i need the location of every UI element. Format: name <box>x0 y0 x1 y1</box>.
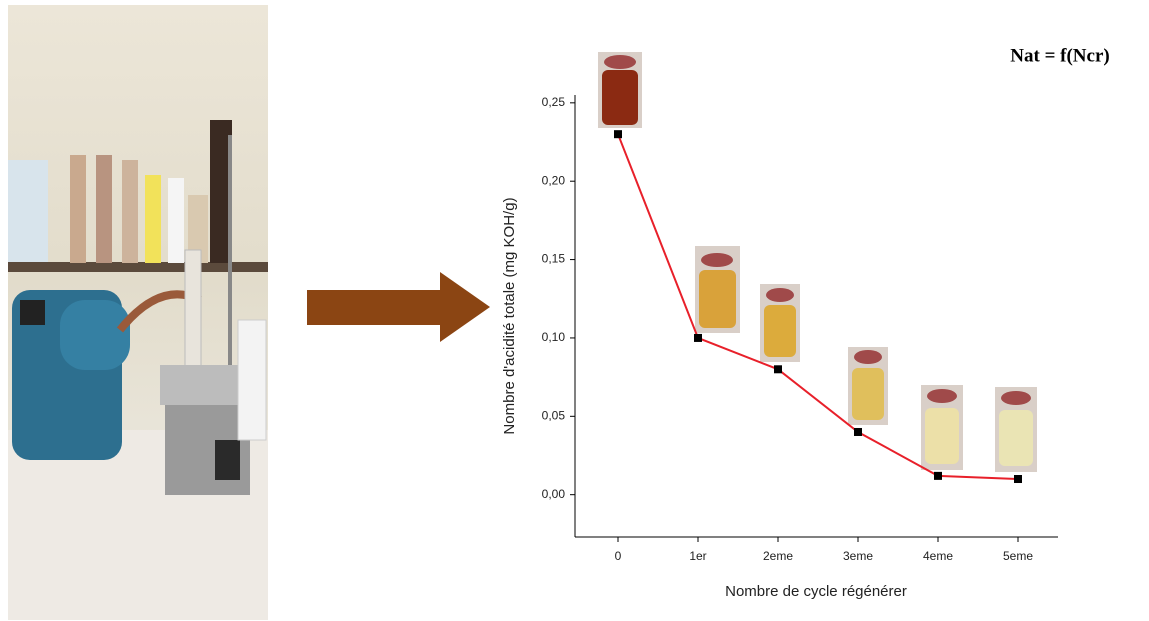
sample-jars <box>598 52 1037 472</box>
data-point <box>694 334 702 342</box>
x-tick-label: 0 <box>615 549 622 563</box>
y-axis-label: Nombre d'acidité totale (mg KOH/g) <box>501 197 518 434</box>
y-tick-label: 0,15 <box>542 252 566 266</box>
y-tick-label: 0,10 <box>542 330 566 344</box>
data-point <box>774 365 782 373</box>
y-tick-label: 0,05 <box>542 408 566 422</box>
x-tick-label: 1er <box>689 549 706 563</box>
chart-title: Nat = f(Ncr) <box>1010 45 1109 66</box>
x-tick-label: 2eme <box>763 549 793 563</box>
y-tick-label: 0,25 <box>542 95 566 109</box>
data-point <box>1014 475 1022 483</box>
arrow <box>307 272 490 342</box>
data-point <box>614 130 622 138</box>
x-tick-label: 5eme <box>1003 549 1033 563</box>
x-tick-label: 3eme <box>843 549 873 563</box>
y-tick-label: 0,20 <box>542 173 566 187</box>
x-tick-label: 4eme <box>923 549 953 563</box>
x-axis-label: Nombre de cycle régénérer <box>725 583 907 600</box>
data-point <box>934 472 942 480</box>
page: Nat = f(Ncr) Nombre de cycle régénérer N… <box>0 0 1149 621</box>
figure: Nat = f(Ncr) Nombre de cycle régénérer N… <box>0 0 1149 621</box>
lab-photo <box>8 5 268 620</box>
y-tick-label: 0,00 <box>542 487 566 501</box>
data-point <box>854 428 862 436</box>
